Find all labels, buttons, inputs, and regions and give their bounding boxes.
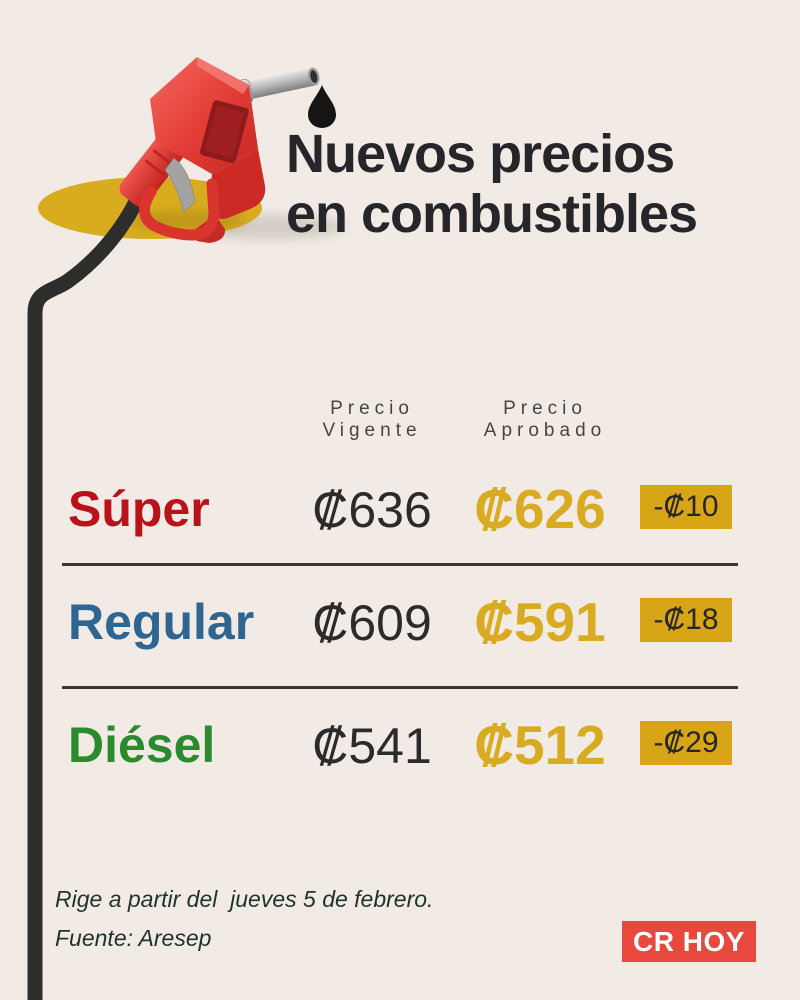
price-change-badge: -₡29 [640, 721, 732, 765]
effective-date-note: Rige a partir del jueves 5 de febrero. [55, 886, 434, 912]
column-header-line: Precio [330, 398, 414, 419]
price-vigente: ₡609 [312, 595, 432, 651]
fuel-name: Regular [68, 594, 255, 650]
table-row-super: Súper ₡636 ₡626 -₡10 [0, 478, 800, 540]
fuel-name: Súper [68, 481, 210, 537]
column-header-line: Precio [503, 398, 587, 419]
crhoy-logo: CR HOY [622, 921, 756, 962]
source-credit: Fuente: Aresep [55, 925, 212, 951]
oil-drop-icon [308, 85, 336, 128]
price-vigente: ₡541 [312, 718, 432, 774]
column-header-precio-vigente: Precio Vigente [262, 398, 482, 442]
row-divider [62, 563, 738, 566]
price-aprobado: ₡591 [474, 591, 606, 653]
fuel-hose-icon [27, 178, 151, 1000]
column-header-line: Aprobado [483, 420, 607, 441]
price-change-badge: -₡10 [640, 485, 732, 529]
title-line-1: Nuevos precios [286, 124, 675, 184]
fuel-name: Diésel [68, 717, 216, 773]
price-aprobado: ₡626 [474, 478, 606, 540]
price-vigente: ₡636 [312, 482, 432, 538]
title-line-2: en combustibles [286, 184, 698, 244]
fuel-nozzle-icon [119, 57, 320, 243]
column-header-precio-aprobado: Precio Aprobado [435, 398, 655, 442]
price-aprobado: ₡512 [474, 714, 606, 776]
page-title: Nuevos precios en combustibles [286, 124, 698, 244]
table-row-regular: Regular ₡609 ₡591 -₡18 [0, 591, 800, 653]
row-divider [62, 686, 738, 689]
column-header-line: Vigente [322, 420, 422, 441]
table-row-diesel: Diésel ₡541 ₡512 -₡29 [0, 714, 800, 776]
price-change-badge: -₡18 [640, 598, 732, 642]
